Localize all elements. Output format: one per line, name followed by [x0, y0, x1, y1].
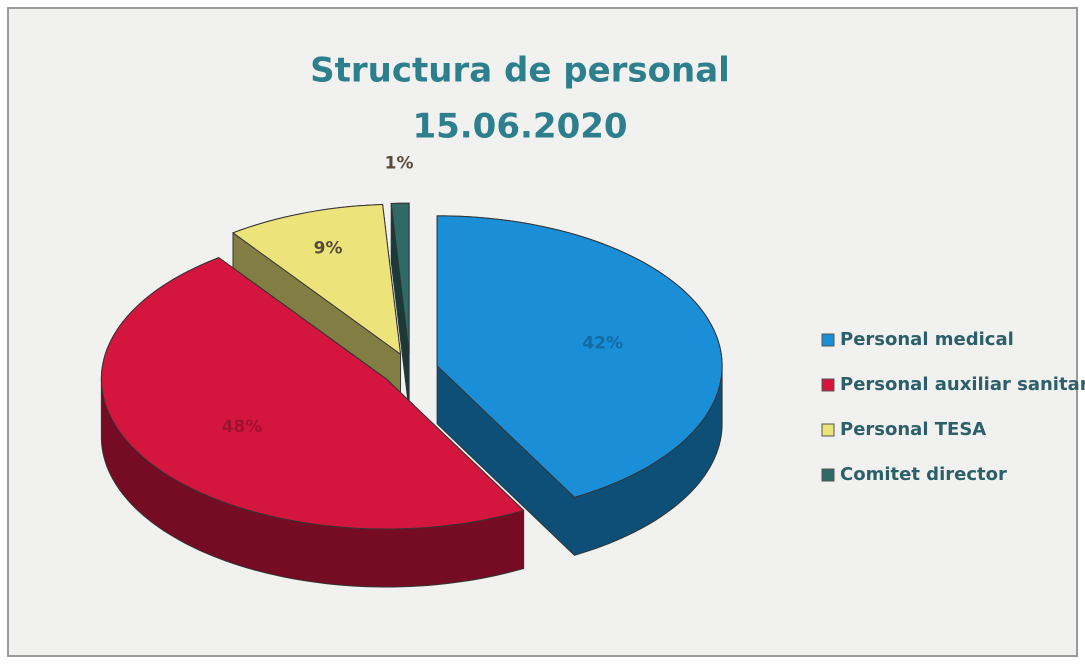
slice-top [100, 257, 525, 530]
slice-top [436, 215, 723, 498]
legend-label: Comitet director [840, 464, 1007, 485]
chart-subtitle: 15.06.2020 [412, 107, 627, 147]
pie-slice [436, 215, 723, 556]
chart-title: Structura de personal [310, 51, 730, 91]
pie-slice [390, 202, 410, 412]
data-label: 48% [222, 417, 263, 437]
slice-top [390, 202, 410, 354]
legend-label: Personal auxiliar sanitar [840, 374, 1085, 395]
legend-swatch [821, 378, 835, 392]
legend-label: Personal TESA [840, 419, 986, 440]
pie-slice [100, 257, 525, 588]
legend-swatch [821, 468, 835, 482]
data-label: 1% [385, 153, 414, 173]
slice-top [231, 203, 402, 356]
data-label: 42% [582, 333, 623, 353]
data-label: 9% [314, 238, 343, 258]
legend-swatch [821, 333, 835, 347]
legend-label: Personal medical [840, 329, 1014, 350]
legend-swatch [821, 423, 835, 437]
